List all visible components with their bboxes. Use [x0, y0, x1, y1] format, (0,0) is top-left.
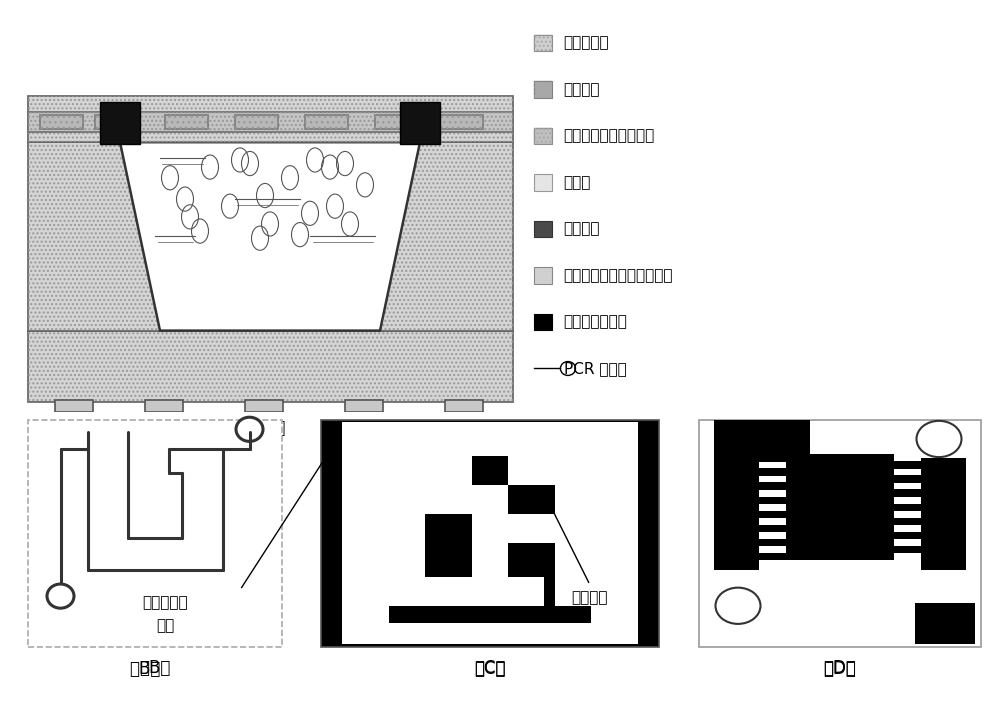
Bar: [759, 454, 894, 461]
Bar: [305, 115, 348, 129]
Bar: [786, 461, 921, 469]
Bar: [440, 115, 482, 129]
Text: （D）: （D）: [824, 660, 856, 678]
Bar: [145, 400, 182, 412]
Text: （B）: （B）: [139, 659, 171, 677]
Bar: [342, 422, 638, 456]
Bar: [786, 503, 921, 510]
Text: （C）: （C）: [474, 659, 506, 677]
Bar: [40, 115, 82, 129]
Bar: [534, 128, 552, 144]
Bar: [235, 115, 278, 129]
Bar: [28, 96, 512, 142]
Bar: [534, 267, 552, 284]
Text: 硅基底: 硅基底: [564, 175, 591, 190]
Circle shape: [716, 587, 761, 624]
Bar: [345, 400, 382, 412]
Bar: [342, 623, 638, 644]
Bar: [95, 115, 138, 129]
Text: 检测电极: 检测电极: [564, 82, 600, 97]
Bar: [28, 142, 512, 331]
Circle shape: [47, 584, 74, 608]
Text: （D）: （D）: [824, 659, 856, 677]
Bar: [445, 400, 482, 412]
Bar: [921, 459, 966, 570]
Bar: [534, 35, 552, 51]
Bar: [759, 469, 894, 476]
Bar: [165, 115, 208, 129]
Bar: [235, 115, 278, 129]
Bar: [534, 81, 552, 98]
Bar: [400, 102, 440, 144]
Bar: [425, 485, 472, 514]
Bar: [165, 115, 208, 129]
Bar: [759, 483, 894, 490]
Bar: [786, 532, 921, 539]
Bar: [759, 552, 894, 560]
Bar: [508, 514, 555, 543]
Bar: [534, 81, 552, 98]
Bar: [786, 476, 921, 483]
Bar: [28, 96, 512, 142]
Circle shape: [916, 421, 962, 457]
Bar: [786, 489, 921, 497]
Bar: [375, 115, 418, 129]
Bar: [28, 331, 512, 402]
Bar: [28, 331, 512, 402]
Bar: [786, 518, 921, 525]
Bar: [425, 577, 544, 606]
Circle shape: [236, 417, 263, 442]
Text: （B）: （B）: [129, 660, 161, 678]
Bar: [759, 538, 894, 546]
Bar: [389, 456, 472, 485]
Text: PCR 反应物: PCR 反应物: [564, 361, 626, 376]
Bar: [375, 115, 418, 129]
Text: 温度传感器和加热电极: 温度传感器和加热电极: [564, 129, 655, 144]
Bar: [534, 174, 552, 191]
Bar: [759, 496, 894, 504]
Bar: [555, 485, 591, 606]
Bar: [534, 314, 552, 330]
Bar: [95, 115, 138, 129]
Bar: [342, 422, 389, 644]
Text: 温度传感器: 温度传感器: [142, 595, 188, 610]
Text: 绝缘层（盖玻片或氮化硅）: 绝缘层（盖玻片或氮化硅）: [564, 268, 673, 283]
Bar: [28, 142, 512, 331]
Bar: [759, 525, 894, 532]
Text: 进、出样口密封: 进、出样口密封: [564, 314, 628, 329]
Bar: [440, 115, 482, 129]
Bar: [389, 485, 425, 606]
Bar: [28, 112, 512, 132]
Bar: [305, 115, 348, 129]
Bar: [55, 400, 92, 412]
Text: （C）: （C）: [474, 660, 506, 678]
Text: （A）: （A）: [254, 419, 286, 437]
Bar: [534, 221, 552, 237]
Bar: [472, 485, 508, 577]
Bar: [591, 422, 638, 644]
Text: 二氧化硅: 二氧化硅: [564, 222, 600, 237]
Bar: [508, 456, 591, 485]
Bar: [100, 102, 140, 144]
Bar: [714, 459, 759, 570]
Text: 电极: 电极: [156, 618, 174, 633]
Bar: [40, 115, 82, 129]
Text: 电极支撑物: 电极支撑物: [564, 36, 609, 50]
Bar: [915, 604, 975, 644]
Bar: [714, 419, 810, 461]
Bar: [786, 545, 921, 553]
Text: 加热电极: 加热电极: [572, 590, 608, 605]
Polygon shape: [120, 142, 420, 331]
Bar: [759, 510, 894, 518]
Bar: [28, 112, 512, 132]
Bar: [534, 128, 552, 144]
Bar: [245, 400, 283, 412]
Bar: [534, 35, 552, 51]
